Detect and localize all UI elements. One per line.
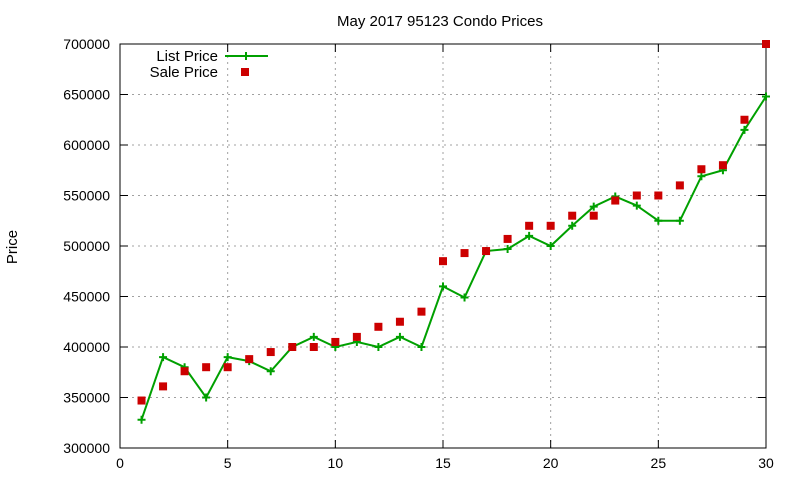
data-point bbox=[159, 382, 168, 391]
data-point bbox=[762, 40, 770, 48]
data-point bbox=[331, 337, 340, 346]
data-point bbox=[352, 332, 361, 341]
data-point bbox=[202, 393, 211, 402]
x-tick-label: 15 bbox=[435, 455, 451, 471]
data-point bbox=[395, 332, 404, 341]
y-tick-label: 650000 bbox=[63, 87, 110, 103]
data-point bbox=[525, 221, 534, 230]
y-tick-label: 500000 bbox=[63, 238, 110, 254]
y-tick-label: 450000 bbox=[63, 289, 110, 305]
data-point bbox=[266, 348, 275, 357]
data-point bbox=[374, 343, 383, 351]
data-point bbox=[395, 317, 404, 326]
data-point bbox=[245, 355, 254, 364]
y-tick-label: 400000 bbox=[63, 339, 110, 355]
x-tick-label: 20 bbox=[543, 455, 559, 471]
legend-marker bbox=[242, 52, 250, 60]
x-tick-label: 10 bbox=[328, 455, 344, 471]
data-point bbox=[740, 115, 749, 124]
x-tick-label: 25 bbox=[651, 455, 667, 471]
plot-frame bbox=[119, 43, 767, 449]
data-point bbox=[266, 367, 275, 376]
data-point bbox=[718, 161, 727, 170]
data-point bbox=[697, 172, 706, 181]
data-point bbox=[460, 293, 469, 302]
data-point bbox=[137, 415, 146, 424]
y-tick-label: 350000 bbox=[63, 390, 110, 406]
data-point bbox=[288, 343, 297, 351]
data-point bbox=[654, 191, 663, 200]
data-point bbox=[374, 322, 383, 331]
y-axis-label: Price bbox=[4, 230, 21, 264]
data-point bbox=[740, 125, 749, 134]
data-point bbox=[223, 353, 232, 362]
legend-marker bbox=[241, 68, 249, 76]
data-point bbox=[460, 249, 469, 258]
data-point bbox=[503, 234, 512, 243]
data-point bbox=[202, 363, 211, 372]
x-tick-label: 5 bbox=[224, 455, 232, 471]
data-point bbox=[589, 211, 598, 220]
ticks: 300000 350000 400000 450000 500000 550000 6000… bbox=[63, 36, 774, 471]
data-point bbox=[417, 343, 426, 351]
data-point bbox=[482, 247, 491, 256]
data-point bbox=[654, 216, 663, 225]
data-point bbox=[159, 353, 168, 362]
data-point bbox=[762, 92, 770, 101]
grid bbox=[120, 44, 766, 448]
data-point bbox=[589, 202, 598, 211]
y-tick-label: 700000 bbox=[63, 36, 110, 52]
data-point bbox=[503, 245, 512, 254]
data-point bbox=[180, 367, 189, 376]
data-point bbox=[697, 165, 706, 174]
data-point bbox=[525, 231, 534, 240]
series-sale-price bbox=[137, 40, 770, 405]
data-point bbox=[675, 216, 684, 225]
legend-label: Sale Price bbox=[150, 64, 218, 81]
data-point bbox=[309, 332, 318, 341]
data-point bbox=[546, 221, 555, 230]
y-tick-label: 550000 bbox=[63, 188, 110, 204]
data-point bbox=[546, 242, 555, 250]
x-tick-label: 0 bbox=[116, 455, 124, 471]
data-point bbox=[137, 396, 146, 405]
data-point bbox=[568, 221, 577, 230]
data-point bbox=[611, 196, 620, 205]
legend-label: List Price bbox=[156, 48, 218, 65]
data-point bbox=[632, 191, 641, 200]
data-point bbox=[439, 282, 447, 291]
data-point bbox=[568, 211, 577, 220]
series-layer bbox=[137, 40, 770, 424]
data-point bbox=[439, 257, 447, 266]
data-point bbox=[223, 363, 232, 372]
data-point bbox=[632, 201, 641, 210]
series-list-price bbox=[137, 92, 770, 424]
data-point bbox=[417, 307, 426, 316]
chart-title: May 2017 95123 Condo Prices bbox=[337, 13, 543, 30]
data-point bbox=[675, 181, 684, 190]
y-tick-label: 300000 bbox=[63, 440, 110, 456]
y-tick-label: 600000 bbox=[63, 137, 110, 153]
data-point bbox=[309, 343, 318, 351]
x-tick-label: 30 bbox=[758, 455, 774, 471]
